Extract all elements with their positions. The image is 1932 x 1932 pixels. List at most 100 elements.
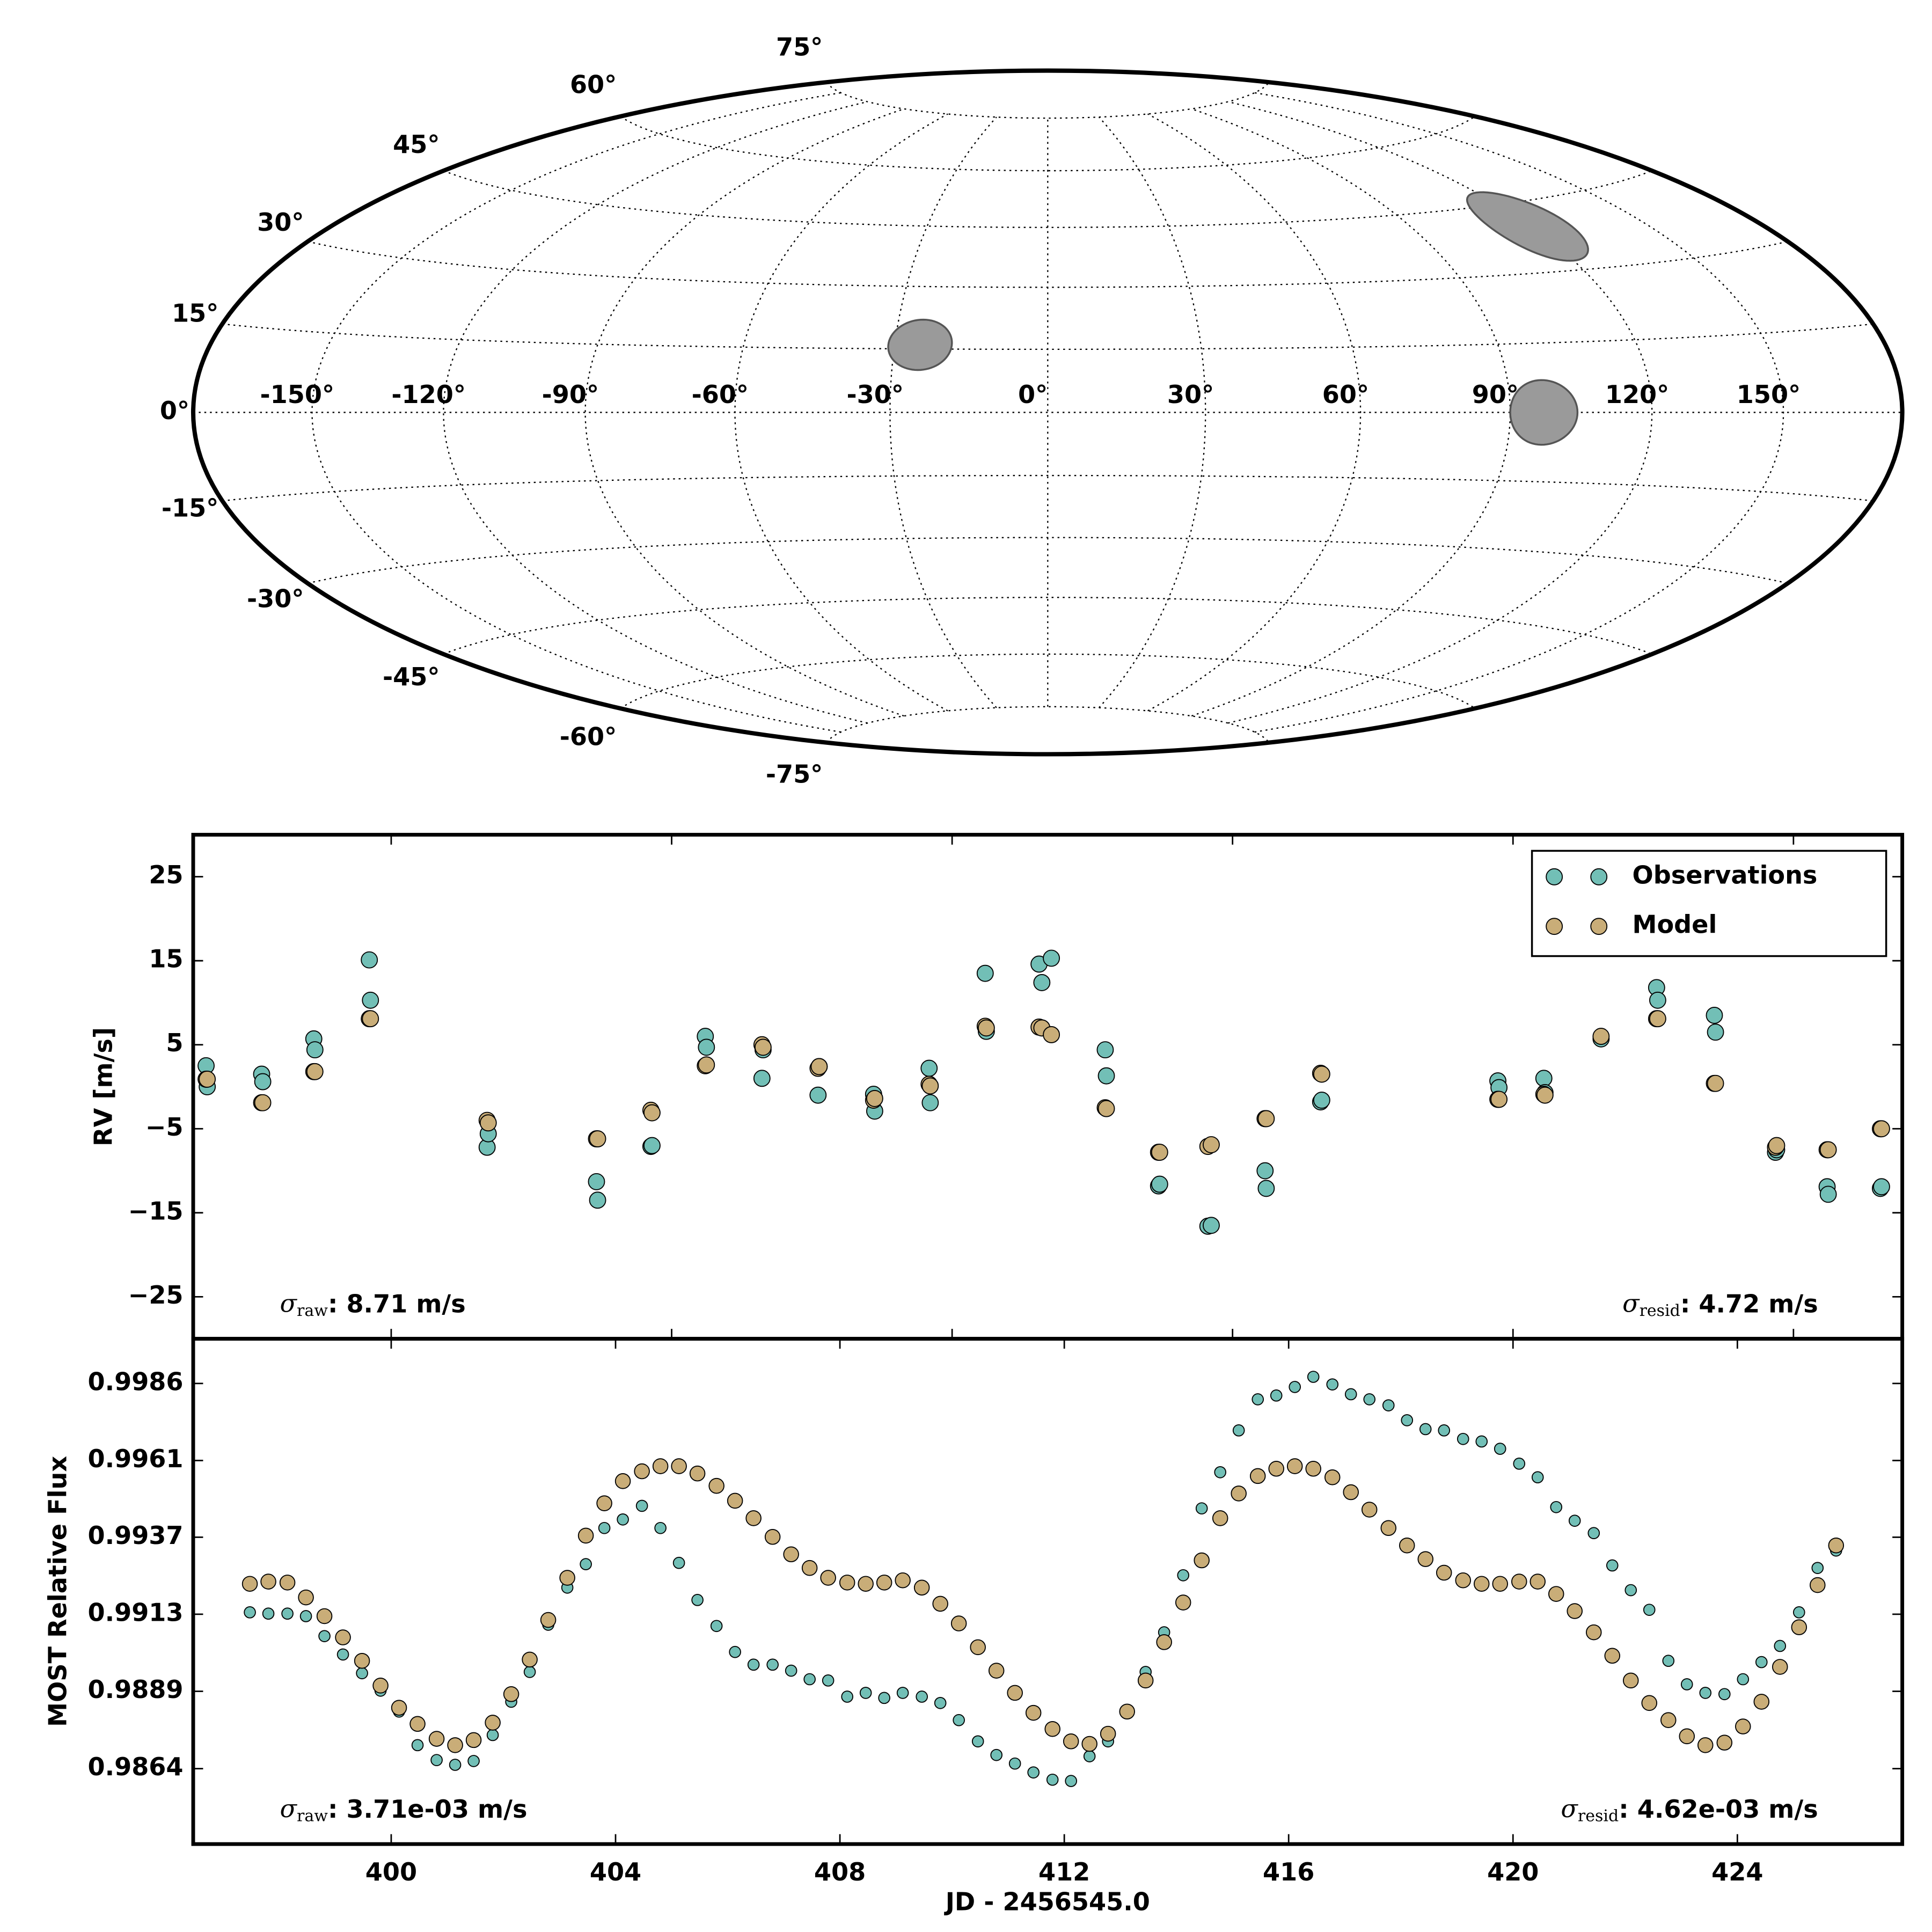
legend-marker [1546,918,1563,935]
data-point [1343,1484,1359,1501]
data-point [895,1572,911,1589]
lat-label: -30° [247,584,304,613]
meridian-line [734,113,948,712]
data-point [523,1666,536,1678]
data-point [1252,1393,1264,1406]
data-point [1679,1728,1695,1745]
x-tick-label: 420 [1487,1857,1539,1886]
data-point [970,1639,986,1656]
annotation-text: : 8.71 m/s [328,1289,466,1318]
data-point [1008,1757,1021,1770]
y-axis-label: MOST Relative Flux [43,1456,72,1727]
data-point [391,1700,407,1716]
lon-label: 30° [1167,380,1214,409]
data-point [1175,1594,1191,1611]
data-point [335,1629,351,1645]
data-point [1156,1634,1172,1650]
data-point [643,1137,661,1154]
data-point [1697,1737,1714,1753]
meridian-line [1147,113,1362,712]
data-point [1649,991,1666,1009]
annotation: σresid: 4.62e-03 m/s [1561,1794,1818,1826]
data-point [822,1674,835,1687]
data-point [921,1077,939,1095]
data-point [1737,1673,1750,1686]
annotation-symbol: σ [280,1289,298,1318]
legend-marker [1590,868,1608,885]
annotation-text: : 4.72 m/s [1680,1289,1818,1318]
data-point [1194,1552,1210,1569]
data-point [866,1089,883,1107]
annotation-symbol: σ [1622,1289,1640,1318]
data-point [710,1620,723,1633]
data-point [858,1576,874,1592]
x-tick-label: 408 [814,1857,866,1886]
data-point [783,1546,799,1563]
data-point [299,1610,312,1622]
data-point [1513,1458,1526,1470]
data-point [1622,1672,1639,1689]
data-point [1137,1672,1154,1689]
data-point [971,1735,984,1748]
data-point [1363,1393,1376,1406]
y-tick-label: −5 [145,1113,184,1141]
data-point [1680,1678,1693,1690]
data-point [916,1690,928,1703]
spot [1509,379,1579,446]
data-point [1177,1569,1190,1582]
data-point [318,1630,331,1642]
y-tick-label: 15 [149,945,183,974]
data-point [785,1664,797,1677]
data-point [934,1696,947,1709]
data-point [409,1716,426,1732]
data-point [1473,1576,1490,1592]
data-point [1195,1502,1208,1514]
data-point [698,1056,715,1074]
lon-label: -60° [692,380,749,409]
data-point [336,1648,349,1661]
data-point [1401,1414,1414,1426]
data-point [503,1686,519,1702]
data-point [262,1607,275,1620]
data-point [1811,1562,1824,1574]
annotation: σresid: 4.72 m/s [1622,1289,1818,1320]
data-point [1662,1655,1675,1667]
lon-label: -30° [846,380,903,409]
data-point [1568,1514,1581,1527]
data-point [643,1104,661,1122]
annotation-subscript: resid [1578,1806,1619,1825]
data-point [428,1731,445,1747]
data-point [754,1038,772,1056]
y-axis-label: RV [m/s] [89,1027,118,1146]
data-point [932,1596,948,1612]
data-point [1046,1773,1059,1786]
data-point [766,1658,779,1671]
data-point [362,1010,379,1028]
x-tick-label: 412 [1038,1857,1090,1886]
data-point [1438,1424,1451,1437]
data-point [1305,1461,1321,1477]
data-point [896,1687,909,1699]
meridian-line [1254,92,1784,733]
annotation-text: : 3.71e-03 m/s [328,1794,527,1823]
data-point [486,1729,499,1741]
data-point [1587,1527,1600,1540]
data-point [1735,1718,1751,1735]
data-point [1289,1381,1301,1393]
data-point [747,1658,760,1671]
data-point [588,1173,605,1190]
meridian-line [1191,108,1511,717]
data-point [411,1739,424,1752]
data-point [465,1732,482,1748]
x-tick-label: 424 [1711,1857,1763,1886]
data-point [1249,1468,1266,1484]
data-point [920,1059,938,1077]
data-point [1586,1624,1602,1641]
y-tick-label: 0.9986 [87,1367,183,1396]
data-point [298,1589,314,1606]
data-point [1536,1086,1554,1104]
data-point [1791,1619,1807,1635]
lat-label: 45° [393,130,440,159]
data-point [617,1513,629,1526]
